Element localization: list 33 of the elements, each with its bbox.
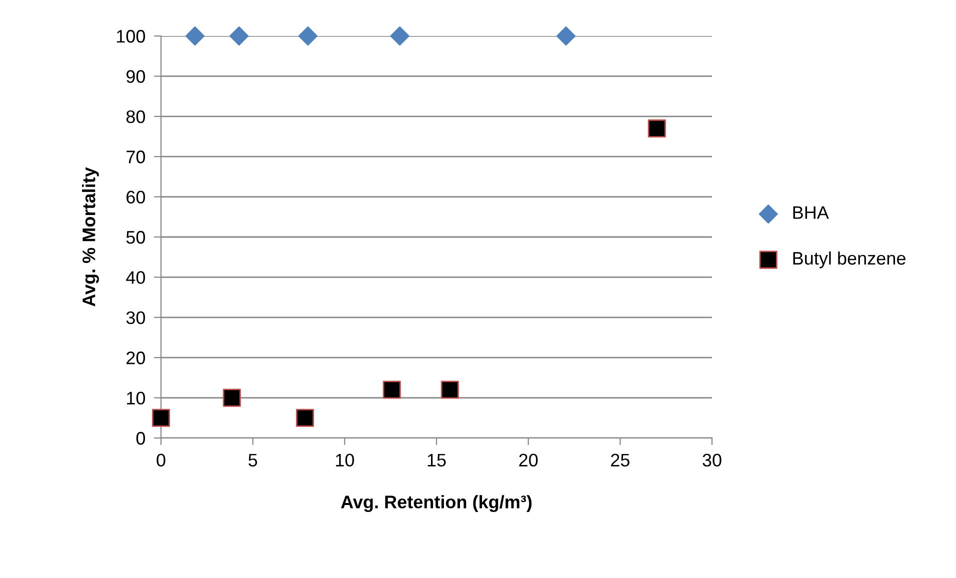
x-axis-title: Avg. Retention (kg/m³): [341, 495, 532, 512]
point: [390, 26, 410, 46]
point: [230, 26, 249, 46]
x-tick-label: 20: [519, 454, 538, 467]
point: [296, 408, 314, 427]
point: [185, 26, 205, 46]
y-tick-label: 90: [126, 70, 146, 83]
y-tick-label: 0: [136, 432, 146, 445]
point: [298, 26, 318, 46]
point: [382, 380, 401, 399]
point: [222, 388, 241, 407]
point: [152, 408, 170, 427]
x-tick-label: 5: [248, 454, 258, 467]
y-tick-label: 30: [126, 311, 146, 324]
y-tick-label: 60: [126, 190, 146, 204]
point: [556, 26, 576, 46]
legend-label: BHA: [793, 206, 829, 219]
point: [440, 380, 459, 399]
x-tick-label: 30: [702, 454, 722, 467]
point: [648, 119, 666, 138]
y-tick-label: 10: [127, 392, 146, 405]
y-tick-label: 70: [126, 150, 146, 164]
x-tick-label: 0: [156, 454, 166, 467]
x-tick-label: 25: [611, 454, 630, 467]
y-tick-label: 20: [126, 352, 146, 364]
legend-label: Butyl benzene: [793, 251, 906, 268]
y-axis-title: Avg. % Mortality: [82, 167, 99, 306]
y-tick-label: 100: [116, 30, 146, 43]
x-tick-label: 10: [336, 454, 354, 467]
y-tick-label: 40: [126, 271, 146, 284]
y-tick-label: 80: [126, 110, 146, 124]
y-tick-label: 50: [126, 230, 146, 244]
x-tick-label: 15: [428, 454, 446, 467]
